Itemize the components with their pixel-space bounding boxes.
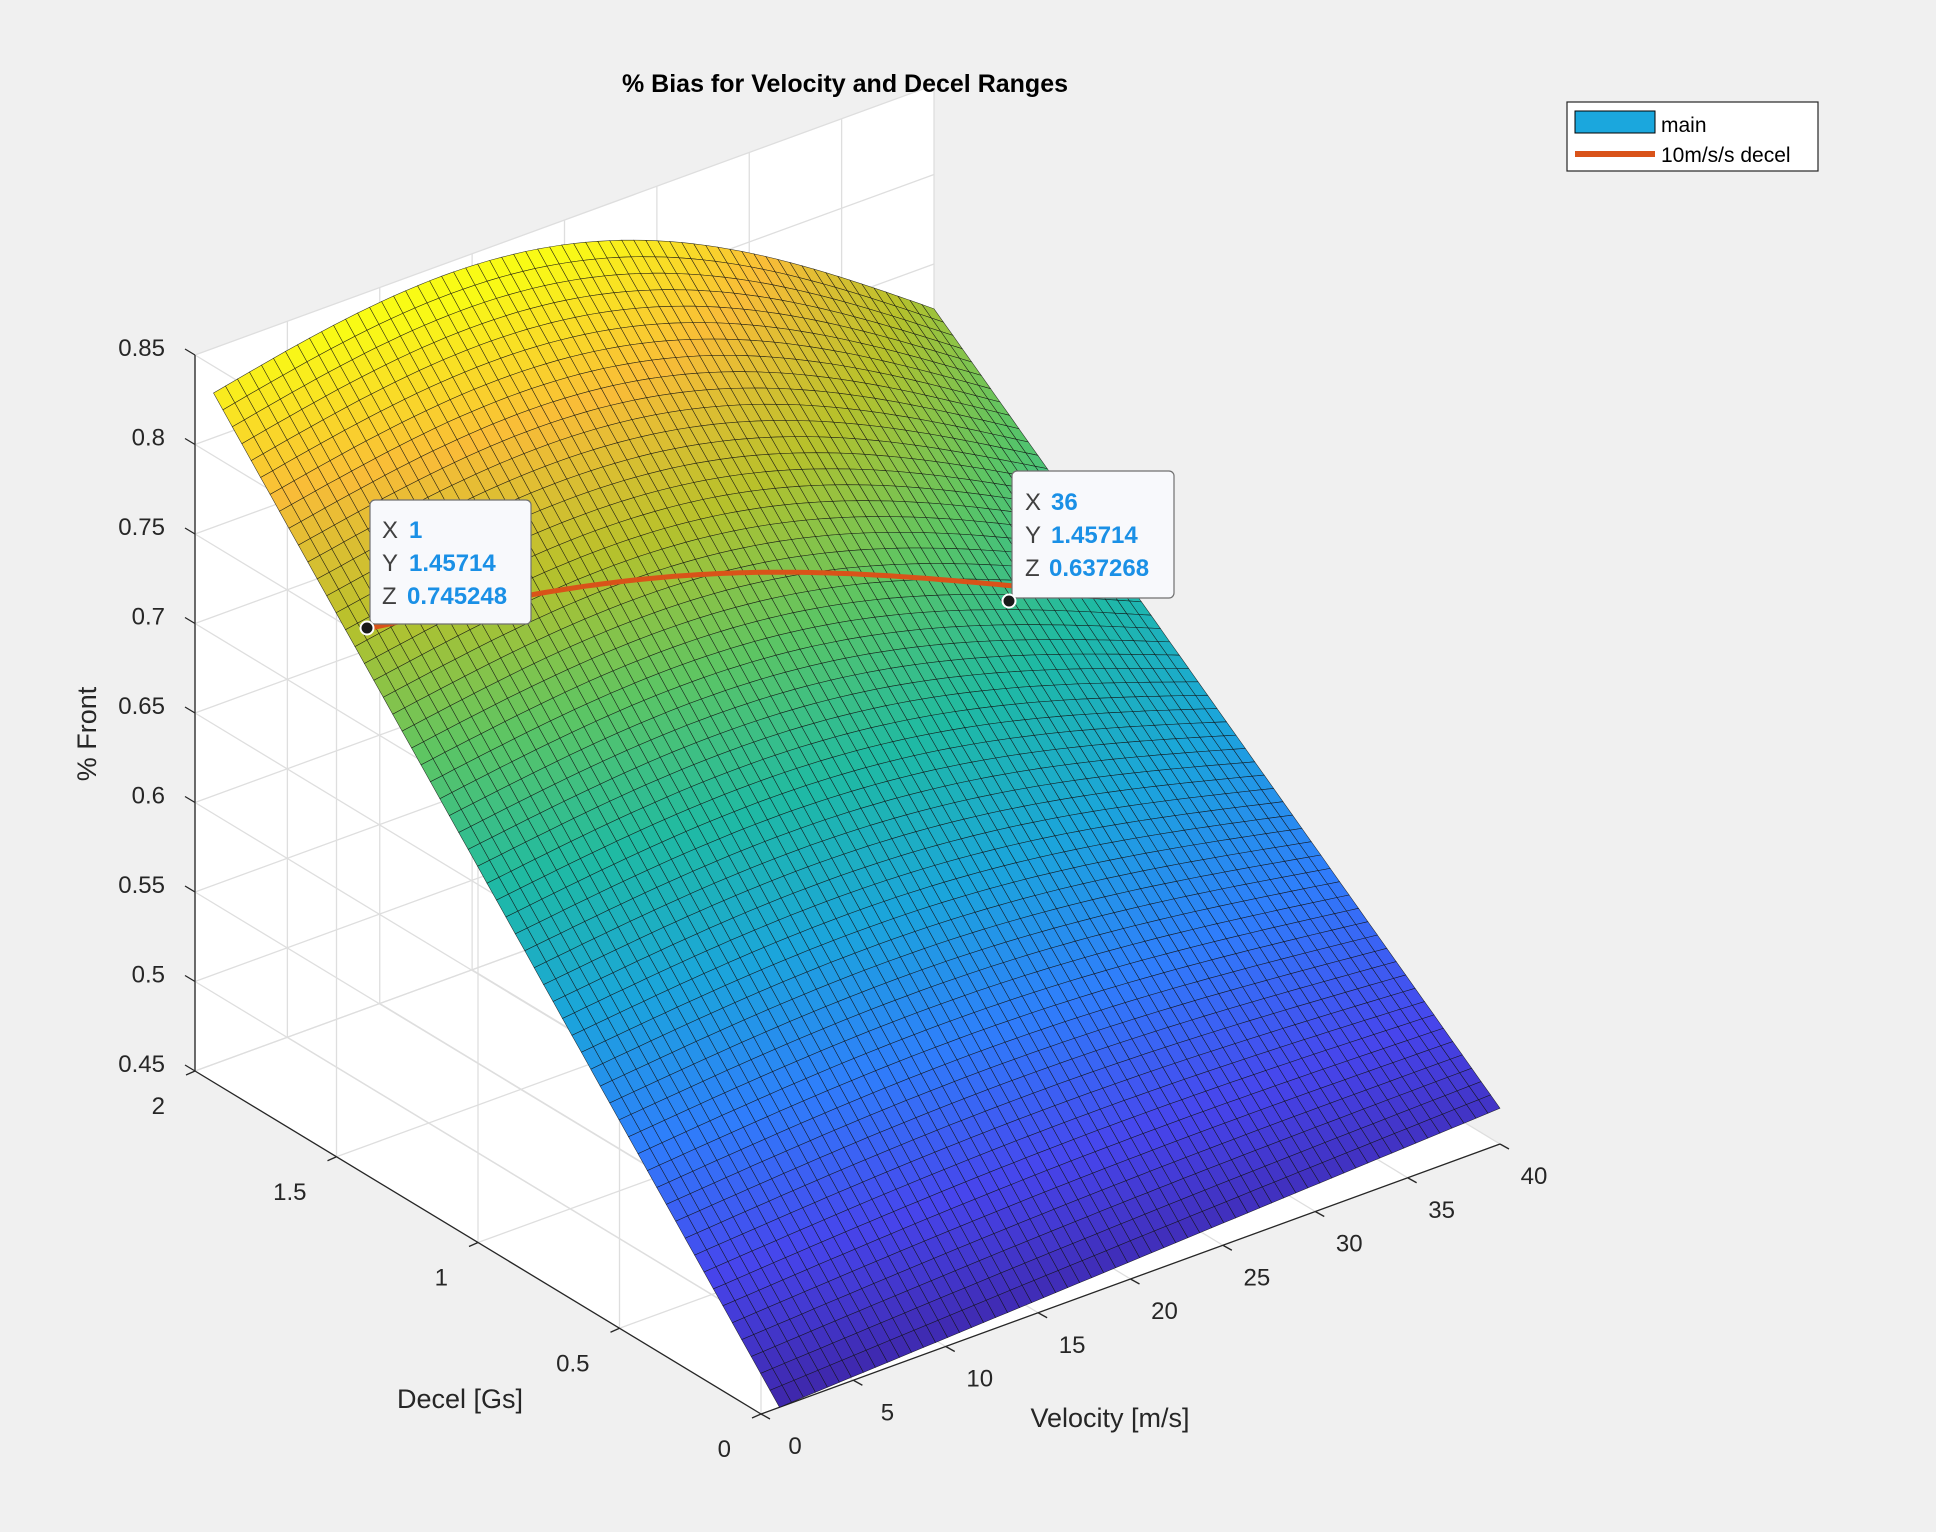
z-tick — [184, 527, 196, 535]
z-tick — [184, 885, 196, 893]
x-tick-label: 20 — [1151, 1298, 1178, 1325]
x-tick — [1222, 1244, 1233, 1251]
x-tick-label: 40 — [1521, 1163, 1548, 1190]
y-tick-label: 1 — [435, 1265, 448, 1292]
z-tick — [184, 795, 196, 804]
y-tick-label: 2 — [152, 1093, 165, 1120]
x-tick — [1499, 1143, 1510, 1150]
datatip-1-marker — [359, 620, 375, 636]
axis-ticks: 0 5 10 15 20 25 30 35 40 0 0.5 1 1.5 2 0.45 0.5 0.55 0.6 0… — [118, 335, 1547, 1463]
datatip-1-box — [369, 499, 532, 625]
x-tick — [1037, 1312, 1048, 1319]
grid-line-z-back — [194, 84, 935, 356]
legend-label-main: main — [1661, 114, 1707, 137]
x-tick — [1407, 1177, 1417, 1184]
z-tick-label: 0.65 — [118, 693, 165, 720]
datatip-2[interactable]: X 36 Y 1.45714 Z 0.637268 — [1001, 470, 1175, 609]
datatip-2-z-label: Z — [1025, 555, 1040, 582]
datatip-1-x-label: X — [382, 517, 398, 544]
y-tick-label: 0.5 — [556, 1350, 589, 1377]
x-tick-label: 30 — [1336, 1231, 1363, 1258]
z-tick-label: 0.6 — [132, 783, 165, 810]
z-tick — [184, 616, 196, 625]
chart-title: % Bias for Velocity and Decel Ranges — [622, 70, 1068, 98]
x-tick-label: 15 — [1059, 1332, 1086, 1359]
datatip-2-y-label: Y — [1025, 522, 1041, 549]
y-axis-label: Decel [Gs] — [397, 1384, 523, 1414]
grid-line-z-side — [194, 980, 762, 1326]
z-tick — [184, 437, 196, 446]
z-tick-label: 0.75 — [118, 514, 165, 541]
x-tick — [1130, 1278, 1140, 1285]
datatip-2-z-value: 0.637268 — [1049, 555, 1149, 582]
z-tick-label: 0.8 — [132, 425, 165, 452]
z-tick — [184, 974, 196, 983]
datatip-1-y-value: 1.45714 — [409, 550, 496, 577]
datatip-2-y-value: 1.45714 — [1051, 522, 1138, 549]
y-tick — [751, 1413, 762, 1419]
x-tick-label: 0 — [788, 1433, 801, 1460]
z-tick-label: 0.45 — [118, 1051, 165, 1078]
x-tick — [945, 1345, 956, 1353]
y-tick-label: 1.5 — [273, 1179, 306, 1206]
y-tick-label: 0 — [718, 1436, 731, 1463]
datatip-2-box — [1011, 470, 1175, 599]
x-tick-label: 25 — [1244, 1264, 1271, 1291]
x-tick-label: 10 — [966, 1366, 993, 1393]
datatip-2-x-label: X — [1025, 489, 1041, 516]
z-tick — [184, 1064, 196, 1072]
legend-swatch-main — [1574, 110, 1656, 134]
y-tick — [468, 1241, 479, 1248]
surface-patch — [1478, 1094, 1501, 1114]
datatip-2-x-value: 36 — [1051, 489, 1078, 516]
legend[interactable]: main 10m/s/s decel — [1566, 101, 1819, 172]
datatip-1-x-value: 1 — [409, 517, 422, 544]
datatip-1-z-label: Z — [382, 583, 397, 610]
legend-label-decel-line: 10m/s/s decel — [1661, 144, 1791, 167]
datatip-1-z-value: 0.745248 — [407, 583, 507, 610]
z-tick-label: 0.85 — [118, 335, 165, 362]
datatip-1[interactable]: X 1 Y 1.45714 Z 0.745248 — [359, 499, 532, 636]
z-tick — [184, 348, 196, 356]
x-tick — [1314, 1210, 1325, 1218]
x-tick-label: 5 — [881, 1399, 894, 1426]
x-tick-label: 35 — [1428, 1197, 1455, 1224]
z-tick-label: 0.5 — [132, 962, 165, 989]
y-tick — [185, 1070, 196, 1076]
x-tick — [853, 1379, 863, 1386]
y-tick — [610, 1327, 620, 1333]
x-axis-label: Velocity [m/s] — [1030, 1403, 1189, 1433]
z-tick-label: 0.55 — [118, 872, 165, 899]
surface-plot — [213, 239, 1501, 1408]
z-tick-label: 0.7 — [132, 604, 165, 631]
datatip-2-marker — [1001, 593, 1017, 609]
y-tick — [327, 1156, 337, 1162]
z-tick — [184, 706, 196, 714]
datatip-1-y-label: Y — [382, 550, 398, 577]
z-axis-label: % Front — [72, 686, 102, 781]
x-tick — [760, 1413, 771, 1420]
